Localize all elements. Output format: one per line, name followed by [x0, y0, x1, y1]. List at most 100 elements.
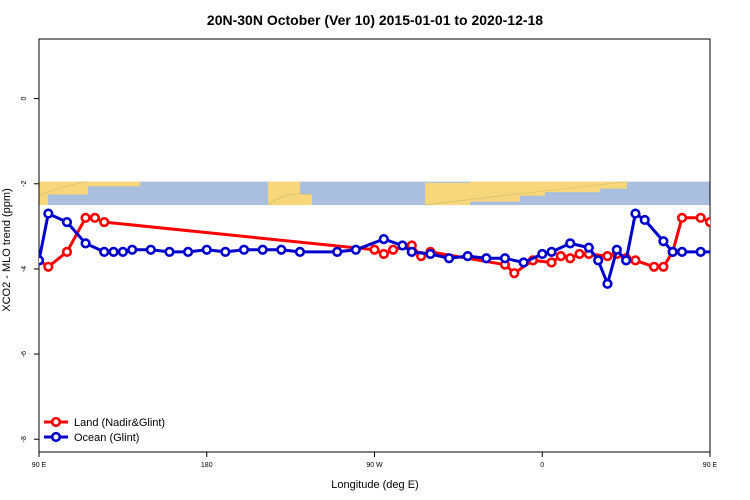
data-point-ocean: [716, 248, 724, 256]
data-point-ocean: [583, 242, 594, 253]
y-tick-label: -2: [21, 181, 28, 187]
data-point-land: [61, 246, 73, 257]
data-point-ocean: [276, 244, 287, 255]
data-point-land: [80, 212, 91, 223]
y-tick-label: -4: [21, 266, 28, 272]
x-tick-label: 180: [201, 462, 213, 469]
data-point-ocean: [676, 246, 688, 257]
data-point-ocean: [61, 216, 73, 228]
map-coastline: [38, 181, 89, 196]
x-tick-label: 90 W: [366, 462, 383, 469]
series-group: [39, 208, 742, 289]
data-point-ocean: [164, 246, 175, 257]
x-axis: 90 E 180 90 W 0 90 E: [32, 452, 718, 469]
data-point-ocean: [658, 236, 669, 247]
data-point-ocean: [294, 246, 306, 257]
data-point-ocean: [667, 246, 678, 257]
data-point-ocean: [518, 257, 529, 268]
world-map-band: [38, 181, 710, 206]
data-point-ocean: [39, 255, 45, 266]
map-land-patch: [298, 194, 312, 206]
data-point-land: [89, 212, 101, 223]
data-point-land: [676, 212, 688, 223]
data-point-ocean: [565, 238, 576, 249]
y-axis-label: XCO2 - MLO trend (ppm): [1, 188, 13, 311]
data-point-land: [574, 248, 585, 260]
data-point-ocean: [99, 246, 110, 257]
data-point-land: [658, 261, 669, 272]
x-tick-label: 90 E: [32, 462, 47, 469]
data-point-land: [546, 257, 557, 268]
data-point-land: [695, 212, 706, 223]
data-point-ocean: [499, 253, 511, 264]
legend: Land (Nadir&Glint) Ocean (Glint): [44, 416, 165, 444]
x-axis-label: Longitude (deg E): [331, 479, 418, 491]
data-point-ocean: [80, 238, 91, 249]
data-point-ocean: [397, 240, 408, 251]
data-point-ocean: [238, 244, 250, 255]
data-point-land: [388, 244, 399, 255]
data-point-ocean: [43, 208, 54, 219]
data-point-ocean: [127, 244, 138, 255]
data-point-ocean: [611, 244, 622, 255]
map-land-patch: [545, 181, 600, 193]
data-point-ocean: [332, 246, 343, 257]
data-point-ocean: [639, 214, 650, 226]
chart-title: 20N-30N October (Ver 10) 2015-01-01 to 2…: [207, 12, 543, 28]
data-point-land: [648, 261, 660, 272]
data-point-ocean: [734, 246, 742, 254]
data-point-ocean: [546, 246, 557, 257]
y-axis: 0 -2 -4 -6 -8: [21, 97, 39, 442]
y-tick-label: -8: [21, 436, 28, 442]
data-point-ocean: [443, 253, 455, 264]
map-land-patch: [600, 181, 627, 189]
data-point-ocean: [406, 246, 417, 257]
data-point-ocean: [537, 248, 548, 260]
y-tick-label: -6: [21, 351, 28, 357]
data-point-ocean: [630, 208, 641, 219]
data-point-ocean: [257, 244, 268, 255]
data-point-land: [725, 250, 733, 258]
data-point-land: [602, 251, 613, 262]
data-point-land: [43, 261, 54, 272]
data-point-ocean: [201, 244, 212, 255]
series-layer: [39, 208, 742, 289]
legend-marker-ocean: [50, 431, 62, 443]
data-point-ocean: [602, 278, 613, 289]
map-land-patch: [48, 181, 88, 195]
legend-marker-land: [50, 416, 62, 428]
data-point-ocean: [117, 246, 128, 257]
data-point-land: [630, 255, 641, 266]
data-point-ocean: [183, 246, 194, 257]
data-point-ocean: [481, 253, 492, 264]
data-point-land: [509, 268, 520, 279]
map-land-patch: [88, 181, 140, 187]
data-point-ocean: [593, 255, 604, 266]
y-tick-label: 0: [21, 97, 28, 101]
legend-label-ocean: Ocean (Glint): [74, 432, 139, 444]
map-coastline: [424, 181, 628, 206]
map-land-patch: [520, 181, 545, 196]
map-land-patch: [280, 188, 300, 206]
data-point-ocean: [350, 244, 361, 255]
map-land-patch: [425, 182, 470, 206]
map-land-patch: [39, 181, 48, 206]
map-land-patch: [470, 181, 520, 202]
data-point-land: [716, 246, 724, 254]
data-point-ocean: [145, 244, 156, 255]
data-point-land: [704, 216, 710, 228]
data-point-land: [99, 216, 110, 228]
data-point-land: [378, 248, 389, 260]
data-point-ocean: [220, 246, 231, 257]
legend-label-land: Land (Nadir&Glint): [74, 417, 165, 429]
x-tick-label: 0: [540, 462, 544, 469]
data-point-ocean: [378, 234, 389, 245]
data-point-ocean: [695, 246, 706, 257]
data-point-land: [555, 251, 566, 262]
map-coastline: [267, 193, 313, 206]
data-point-ocean: [462, 251, 473, 262]
data-point-ocean: [108, 246, 119, 257]
x-tick-label: 90 E: [703, 462, 718, 469]
data-point-land: [565, 253, 576, 264]
